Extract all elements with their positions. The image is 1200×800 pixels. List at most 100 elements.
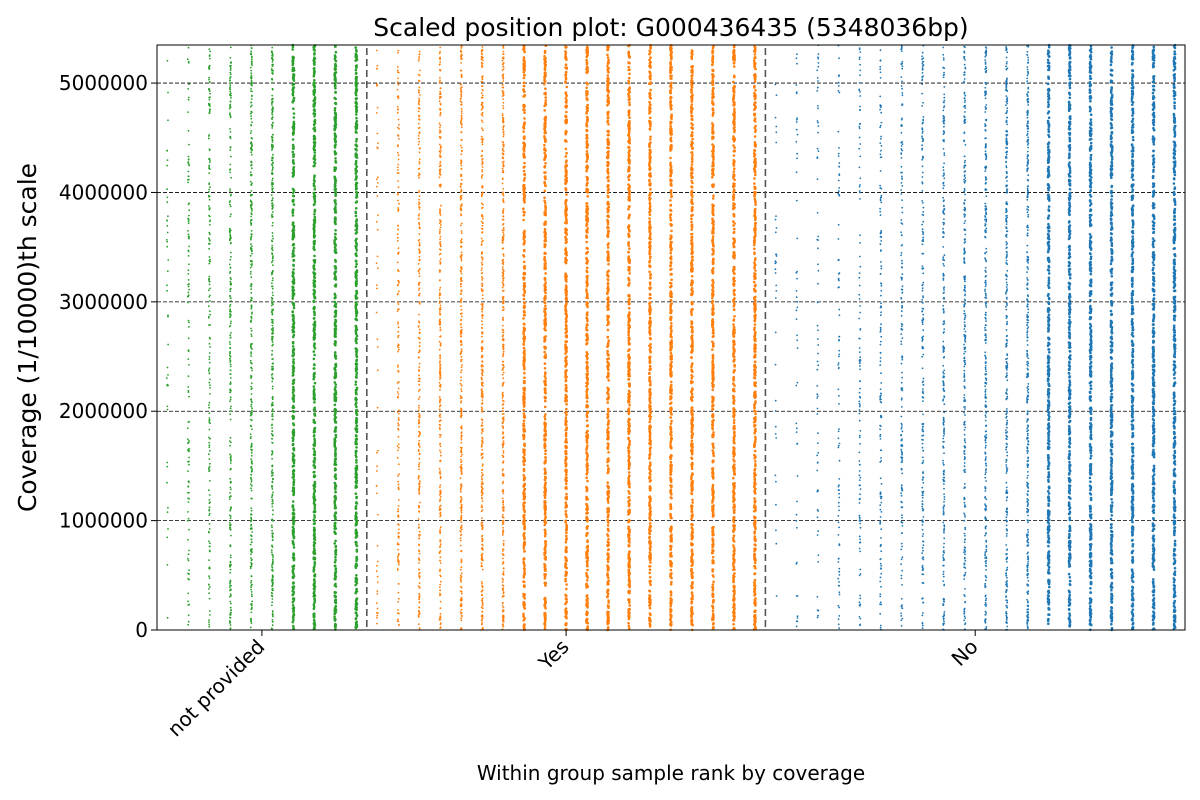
data-point: [376, 564, 378, 567]
data-point: [187, 175, 190, 178]
data-point: [250, 351, 253, 354]
data-point: [418, 368, 420, 371]
data-point: [208, 509, 211, 512]
data-point: [459, 415, 462, 418]
data-point: [312, 344, 316, 348]
data-point: [333, 514, 337, 518]
data-point: [208, 419, 211, 422]
data-point: [271, 472, 273, 475]
data-point: [333, 74, 336, 77]
data-point: [271, 171, 273, 174]
data-point: [418, 151, 421, 154]
data-point: [502, 574, 505, 576]
data-point: [333, 353, 337, 357]
data-point: [523, 90, 526, 94]
data-point: [418, 610, 421, 612]
data-point: [460, 518, 463, 520]
data-point: [334, 260, 338, 263]
data-point: [250, 299, 253, 302]
data-point: [270, 143, 273, 146]
data-point: [250, 584, 253, 587]
data-point: [292, 224, 296, 228]
data-point: [291, 452, 295, 455]
data-point: [417, 127, 420, 129]
data-point: [208, 280, 211, 283]
data-point: [461, 528, 463, 531]
data-point: [459, 69, 462, 72]
data-point: [188, 395, 191, 398]
data-point: [439, 156, 441, 158]
data-point: [333, 619, 337, 622]
data-point: [481, 96, 484, 99]
data-point: [230, 62, 232, 64]
data-point: [251, 551, 253, 554]
data-point: [334, 101, 338, 105]
data-point: [229, 355, 232, 358]
data-point: [481, 101, 483, 104]
data-point: [249, 247, 252, 250]
data-point: [333, 300, 337, 304]
data-point: [272, 589, 274, 592]
data-point: [250, 385, 253, 388]
data-point: [334, 575, 338, 578]
data-point: [208, 247, 211, 250]
data-point: [502, 165, 505, 168]
data-point: [355, 165, 359, 168]
data-point: [313, 324, 317, 328]
data-point: [460, 533, 463, 536]
data-point: [291, 208, 295, 211]
data-point: [313, 401, 316, 404]
data-point: [228, 595, 231, 598]
data-point: [418, 575, 420, 578]
data-point: [229, 163, 232, 166]
data-point: [313, 538, 317, 542]
data-point: [291, 175, 295, 178]
data-point: [481, 66, 483, 68]
data-point: [292, 397, 296, 401]
data-point: [250, 50, 253, 53]
data-point: [481, 600, 484, 602]
data-point: [229, 602, 232, 605]
data-point: [501, 259, 504, 262]
data-point: [502, 105, 504, 107]
data-point: [334, 623, 338, 626]
data-point: [249, 565, 252, 568]
data-point: [166, 219, 169, 222]
data-point: [481, 472, 483, 474]
data-point: [397, 228, 399, 231]
data-point: [417, 217, 420, 220]
data-point: [480, 510, 483, 513]
data-point: [398, 308, 400, 311]
data-point: [501, 521, 504, 524]
data-point: [334, 184, 337, 188]
data-point: [439, 449, 441, 452]
data-point: [460, 272, 463, 275]
data-point: [354, 178, 357, 181]
data-point: [313, 254, 316, 258]
data-point: [481, 305, 484, 307]
data-point: [291, 340, 295, 344]
data-point: [418, 439, 421, 442]
data-point: [208, 549, 211, 552]
data-point: [208, 381, 211, 384]
data-point: [333, 199, 337, 202]
data-point: [209, 258, 211, 261]
data-point: [418, 383, 421, 386]
data-point: [334, 135, 338, 139]
data-point: [271, 558, 274, 561]
data-point: [208, 523, 211, 525]
data-point: [209, 223, 211, 226]
data-point: [439, 50, 441, 53]
data-point: [271, 46, 274, 49]
data-point: [292, 249, 295, 252]
data-point: [481, 267, 483, 269]
data-point: [187, 337, 190, 340]
data-point: [167, 315, 169, 318]
data-point: [459, 323, 462, 326]
data-point: [439, 310, 441, 312]
data-point: [292, 522, 295, 525]
data-point: [272, 614, 274, 616]
data-point: [250, 611, 253, 614]
data-point: [313, 174, 316, 177]
data-point: [229, 407, 232, 410]
